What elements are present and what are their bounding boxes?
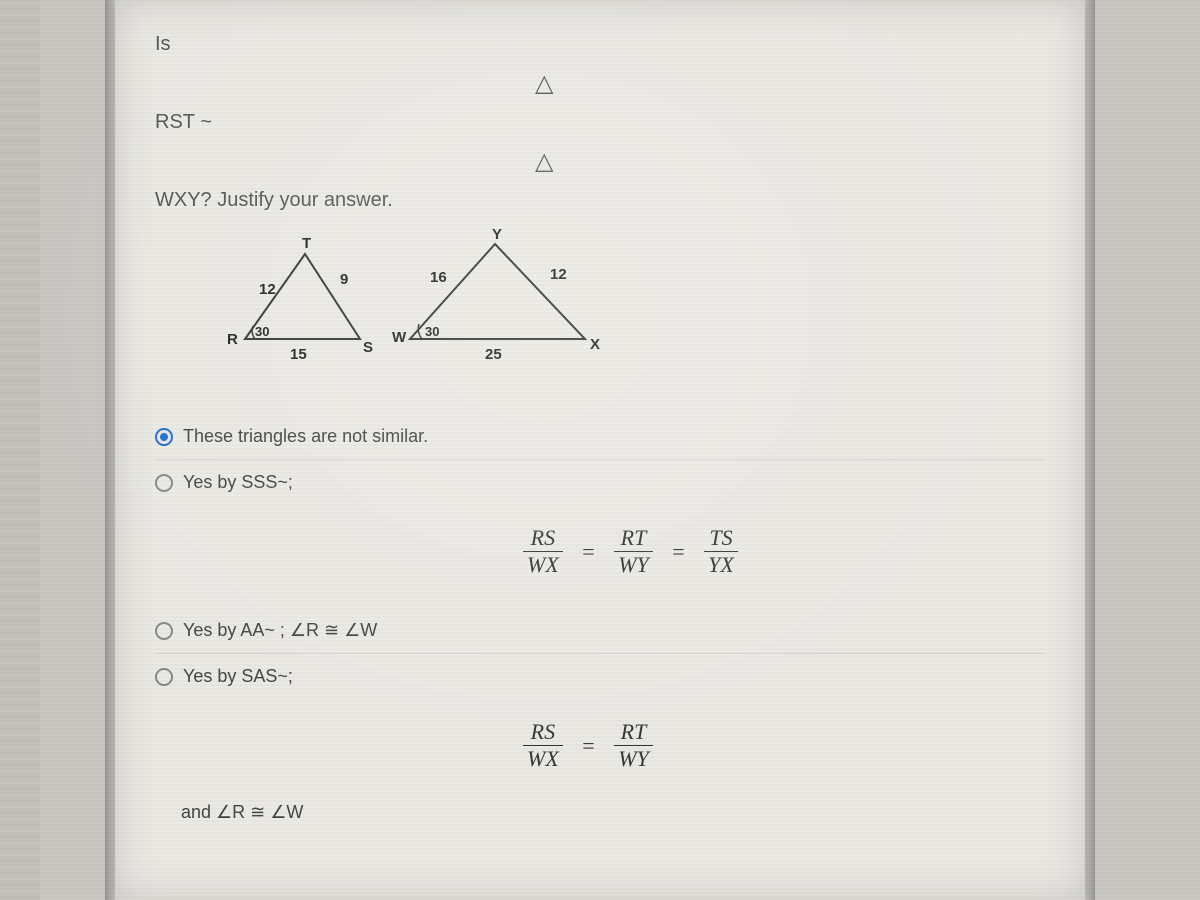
- side-RT: 12: [259, 281, 276, 298]
- vertex-W: W: [392, 329, 407, 346]
- option-aa[interactable]: Yes by AA~ ; ∠R ≅ ∠W: [155, 608, 1045, 654]
- answer-options: These triangles are not similar. Yes by …: [155, 414, 1045, 823]
- page-left-shadow: [105, 0, 115, 900]
- radio-icon: [155, 668, 173, 686]
- side-WY: 16: [430, 269, 447, 286]
- vertex-R: R: [227, 331, 238, 348]
- sas-ratio-equation: RSWX = RTWY: [515, 719, 1045, 772]
- triangles-figure: T R S 12 9 15 30 Y W X 16 12 25 30: [155, 224, 1045, 384]
- option-label: Yes by AA~ ; ∠R ≅ ∠W: [183, 620, 377, 641]
- vertex-T: T: [302, 235, 311, 252]
- side-RS: 15: [290, 346, 307, 363]
- sss-ratio-equation: RSWX = RTWY = TSYX: [515, 525, 1045, 578]
- option-sss[interactable]: Yes by SSS~;: [155, 460, 1045, 505]
- angle-R: 30: [255, 324, 269, 339]
- side-WX: 25: [485, 346, 502, 363]
- option-label: Yes by SSS~;: [183, 472, 293, 493]
- radio-icon: [155, 428, 173, 446]
- left-margin-texture: [0, 0, 40, 900]
- option-label: Yes by SAS~;: [183, 666, 293, 687]
- vertex-S: S: [363, 339, 373, 356]
- angle-W: 30: [425, 324, 439, 339]
- radio-icon: [155, 622, 173, 640]
- vertex-Y: Y: [492, 226, 502, 243]
- option-label: These triangles are not similar.: [183, 426, 428, 447]
- side-TS: 9: [340, 271, 348, 288]
- sas-angle-condition: and ∠R ≅ ∠W: [181, 802, 1045, 823]
- option-not-similar[interactable]: These triangles are not similar.: [155, 414, 1045, 460]
- side-YX: 12: [550, 266, 567, 283]
- question-line1: Is: [155, 30, 1045, 58]
- option-sas[interactable]: Yes by SAS~;: [155, 654, 1045, 699]
- vertex-X: X: [590, 336, 600, 353]
- question-line2: RST ~: [155, 108, 1045, 136]
- worksheet-page: Is △ RST ~ △ WXY? Justify your answer. T…: [115, 0, 1085, 900]
- question-line3: WXY? Justify your answer.: [155, 186, 1045, 214]
- triangle-icon: △: [535, 147, 553, 176]
- radio-icon: [155, 474, 173, 492]
- page-right-shadow: [1085, 0, 1095, 900]
- triangle-icon: △: [535, 69, 553, 98]
